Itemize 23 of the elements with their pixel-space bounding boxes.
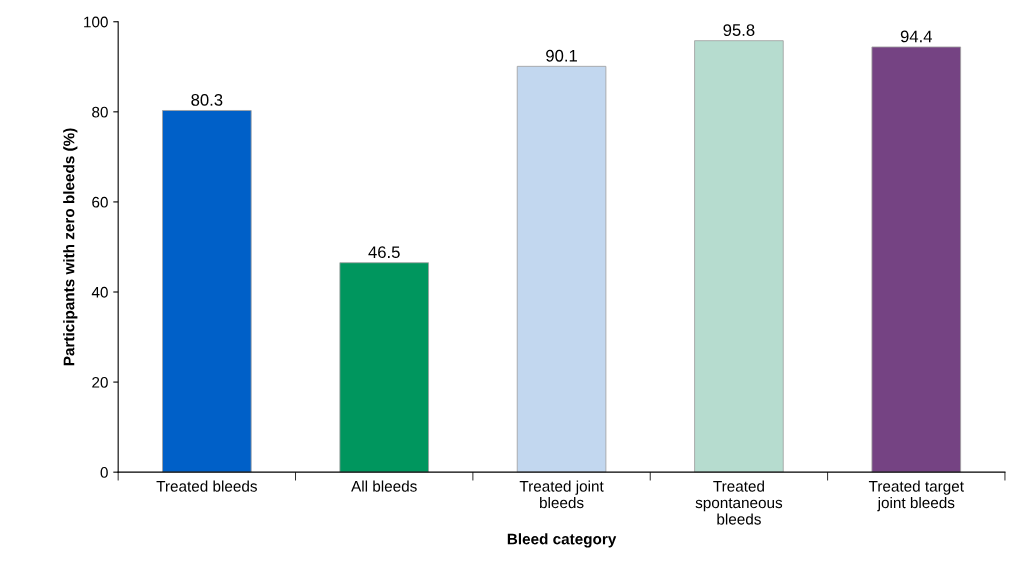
data-label: 94.4 <box>900 30 932 43</box>
y-axis-title: Participants with zero bleeds (%) <box>63 128 78 366</box>
y-tick-label: 60 <box>92 196 108 208</box>
bar <box>871 46 962 473</box>
data-label: 90.1 <box>546 49 577 62</box>
bar <box>339 262 429 473</box>
data-label: 95.8 <box>723 24 755 36</box>
bar <box>162 110 252 473</box>
x-tick-label: Treated target joint bleeds <box>868 480 964 512</box>
bar <box>516 65 607 473</box>
x-axis-title: Bleed category <box>507 533 617 548</box>
x-tick-label: All bleeds <box>351 480 417 492</box>
data-label: 46.5 <box>368 246 400 259</box>
y-tick-label: 80 <box>92 106 108 118</box>
x-tick-label: Treated joint bleeds <box>519 480 604 509</box>
bar <box>694 40 784 473</box>
data-label: 80.3 <box>191 94 223 106</box>
y-tick-label: 40 <box>91 286 108 298</box>
x-tick-label: Treated spontaneous bleeds <box>695 480 783 525</box>
y-tick-label: 20 <box>92 376 108 388</box>
x-tick-label: Treated bleeds <box>156 480 257 492</box>
y-tick-label: 100 <box>84 16 108 28</box>
y-tick-label: 0 <box>100 467 108 478</box>
